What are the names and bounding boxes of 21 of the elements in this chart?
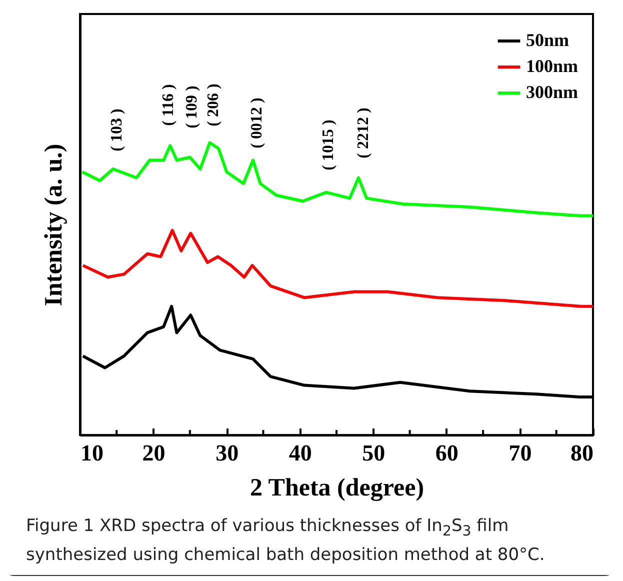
x-tick-label: 60 xyxy=(435,440,458,466)
x-tick-label: 10 xyxy=(80,440,104,466)
annotation: ( 1015 ) xyxy=(320,120,337,170)
legend-label: 100nm xyxy=(526,56,578,76)
x-tick-label: 80 xyxy=(570,440,594,466)
x-tick-label: 20 xyxy=(142,440,166,466)
annotation: ( 0012 ) xyxy=(248,98,266,148)
x-tick-label: 50 xyxy=(362,440,386,466)
x-tick-label: 40 xyxy=(288,440,312,466)
text: ( 116 ) xyxy=(160,84,177,126)
caption: Figure 1 XRD spectra of various thicknesses of In$_{2}$S$_{3}$ film synthesized using chemical bath deposition method at 80°C. xyxy=(26,515,546,568)
y-axis-title: Intensity (a. u.) xyxy=(40,144,68,306)
annotation: ( 103 ) xyxy=(108,108,126,152)
text: ( 206 ) xyxy=(205,84,222,126)
annotation: ( 2212 ) xyxy=(355,108,372,158)
x-tick-label: 30 xyxy=(216,440,239,466)
text: ( 109 ) xyxy=(184,86,201,128)
legend-label: 50nm xyxy=(526,30,570,50)
x-tick-label: 70 xyxy=(508,440,532,466)
legend-label: 300nm xyxy=(526,82,578,102)
x-axis-title: 2 Theta (degree) xyxy=(250,474,424,502)
